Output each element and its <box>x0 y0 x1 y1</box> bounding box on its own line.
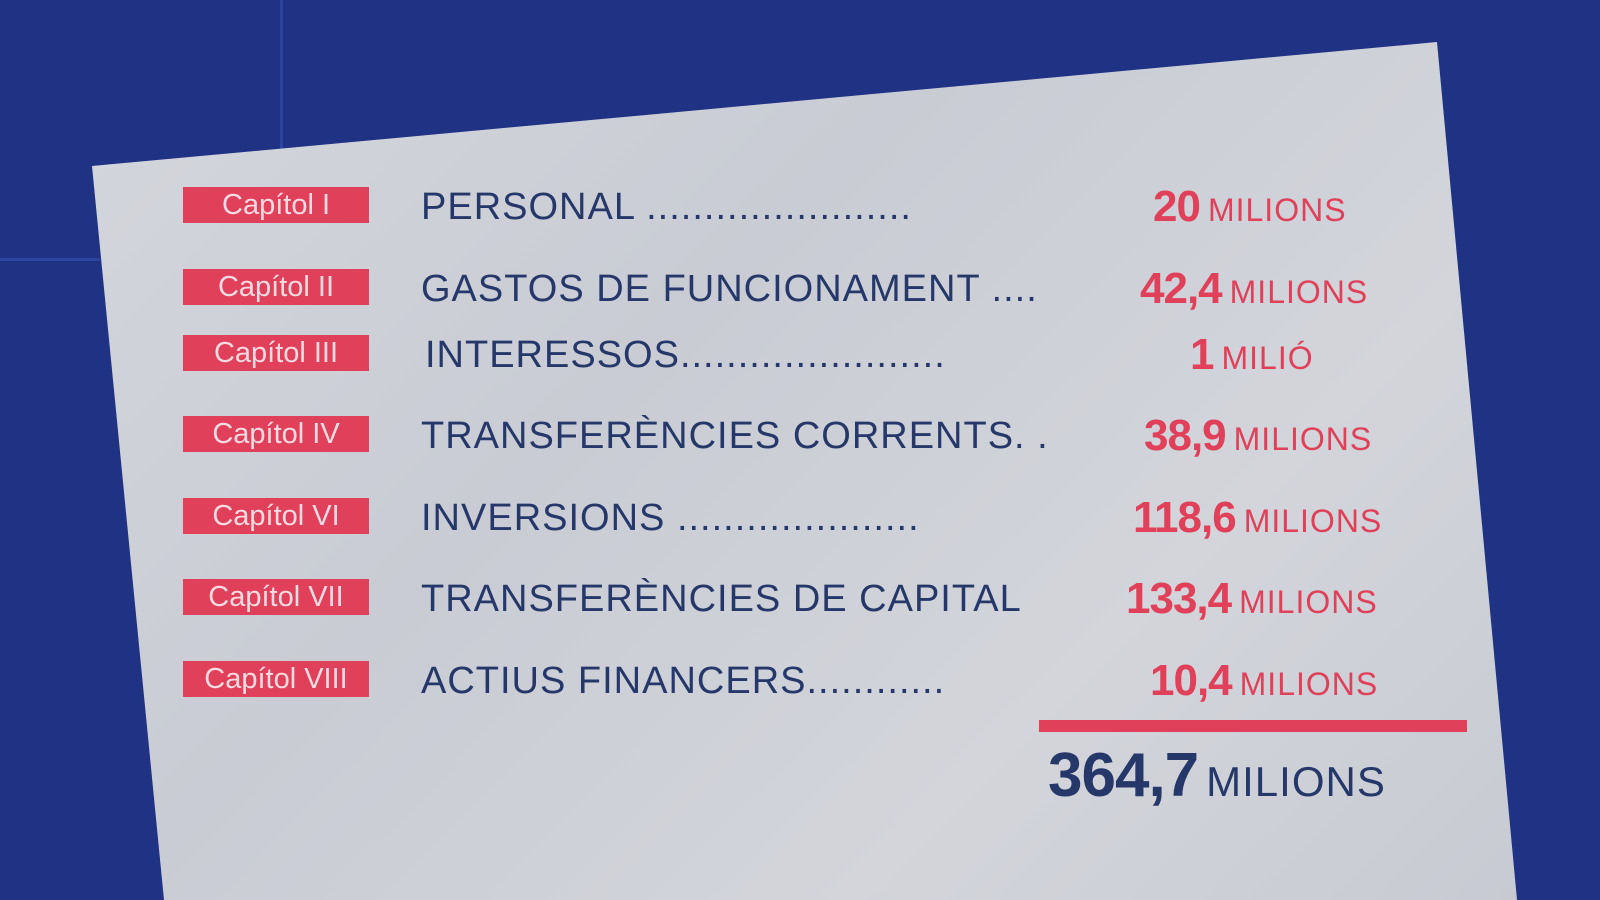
budget-row: Capítol I PERSONAL .....................… <box>0 185 1600 229</box>
row-label: INTERESSOS....................... <box>425 334 946 376</box>
total-divider <box>1039 720 1467 732</box>
budget-row: Capítol VII TRANSFERÈNCIES DE CAPITAL 13… <box>0 577 1600 621</box>
budget-row: Capítol VIII ACTIUS FINANCERS...........… <box>0 659 1600 703</box>
background-grid-line <box>0 258 100 261</box>
amount-value: 1 <box>1190 330 1215 379</box>
total-amount: 364,7 MILIONS <box>1048 740 1386 811</box>
chapter-badge: Capítol II <box>183 269 369 305</box>
amount-unit: MILIONS <box>1207 192 1347 228</box>
background-grid-line <box>280 0 283 260</box>
row-label: TRANSFERÈNCIES DE CAPITAL <box>421 578 1022 620</box>
row-amount: 133,4 MILIONS <box>1126 577 1378 629</box>
row-amount: 38,9 MILIONS <box>1144 414 1373 466</box>
amount-value: 118,6 <box>1133 493 1237 542</box>
amount-value: 38,9 <box>1144 411 1227 460</box>
amount-unit: MILIONS <box>1243 503 1383 539</box>
chapter-badge: Capítol I <box>183 187 369 223</box>
row-label: INVERSIONS ..................... <box>421 497 920 539</box>
chapter-badge: Capítol VI <box>183 498 369 534</box>
amount-value: 133,4 <box>1126 574 1232 623</box>
chapter-badge: Capítol VII <box>183 579 369 615</box>
row-label: TRANSFERÈNCIES CORRENTS. . <box>421 415 1049 457</box>
amount-unit: MILIONS <box>1239 666 1379 702</box>
amount-value: 42,4 <box>1140 264 1223 313</box>
budget-row: Capítol III INTERESSOS..................… <box>0 333 1600 377</box>
row-label: PERSONAL ....................... <box>421 186 912 228</box>
row-label: ACTIUS FINANCERS............ <box>421 660 946 702</box>
amount-unit: MILIÓ <box>1221 340 1314 376</box>
row-amount: 10,4 MILIONS <box>1150 659 1379 711</box>
row-amount: 42,4 MILIONS <box>1140 267 1369 319</box>
amount-unit: MILIONS <box>1239 584 1378 620</box>
row-amount: 118,6 MILIONS <box>1133 496 1383 548</box>
row-amount: 20 MILIONS <box>1153 185 1347 237</box>
amount-unit: MILIONS <box>1229 274 1369 310</box>
chapter-badge: Capítol III <box>183 335 369 371</box>
row-label: GASTOS DE FUNCIONAMENT .... <box>421 268 1038 310</box>
row-amount: 1 MILIÓ <box>1190 333 1314 385</box>
budget-row: Capítol IV TRANSFERÈNCIES CORRENTS. . 38… <box>0 414 1600 458</box>
total-value: 364,7 <box>1048 741 1199 810</box>
budget-row: Capítol VI INVERSIONS ..................… <box>0 496 1600 540</box>
amount-value: 10,4 <box>1150 656 1233 705</box>
chapter-badge: Capítol IV <box>183 416 369 452</box>
budget-row: Capítol II GASTOS DE FUNCIONAMENT .... 4… <box>0 267 1600 311</box>
amount-unit: MILIONS <box>1233 421 1373 457</box>
total-unit: MILIONS <box>1206 758 1386 805</box>
chapter-badge: Capítol VIII <box>183 661 369 697</box>
amount-value: 20 <box>1153 182 1201 231</box>
